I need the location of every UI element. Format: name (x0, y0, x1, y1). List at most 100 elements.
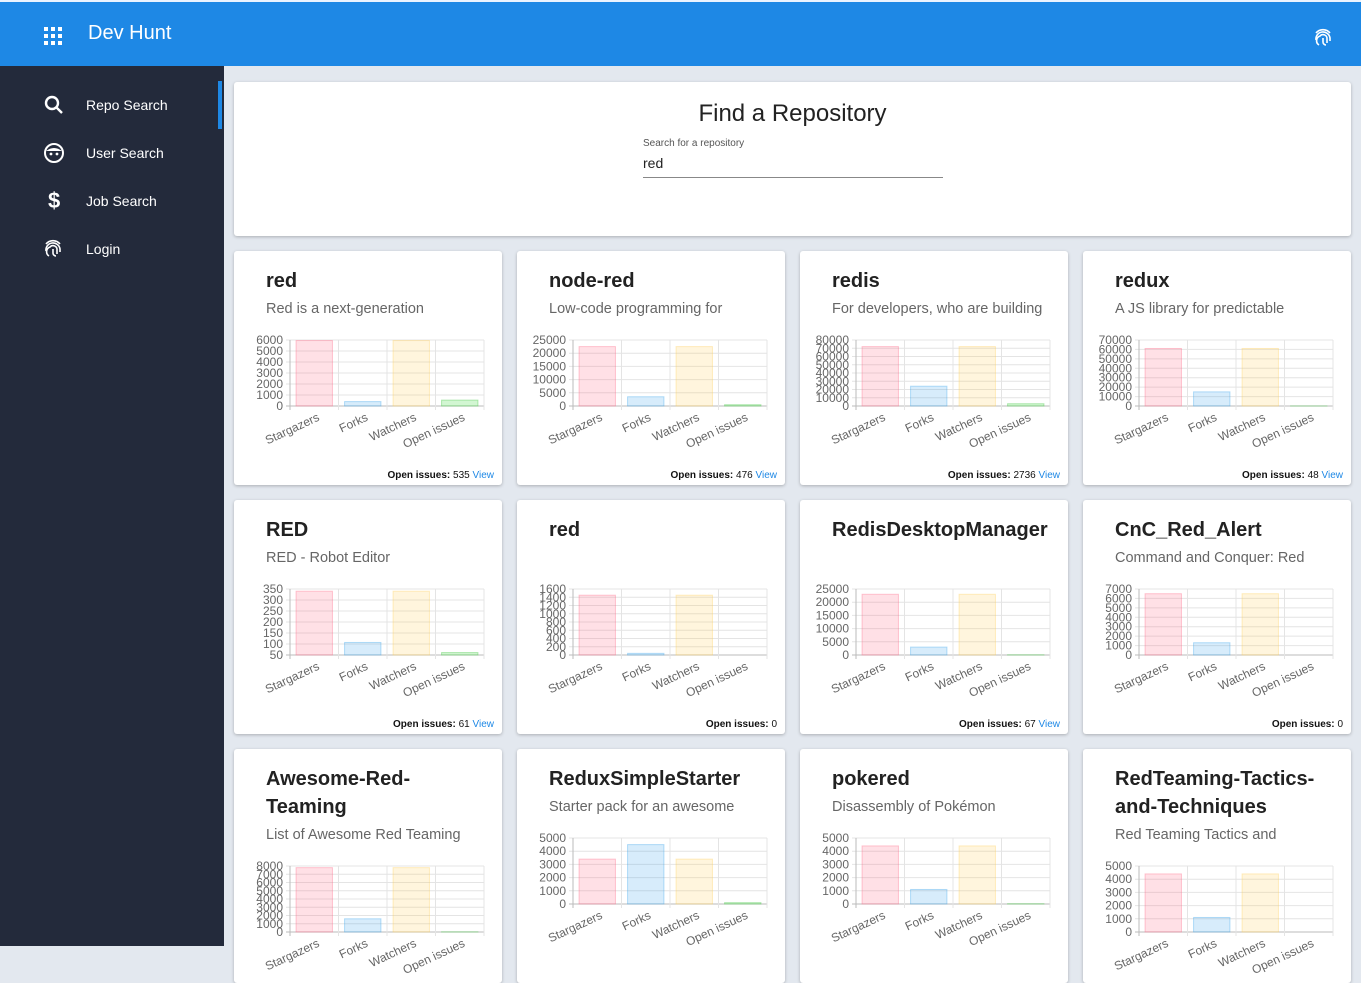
y-tick-label: 70000 (1099, 333, 1133, 347)
y-tick-label: 6000 (256, 333, 283, 347)
y-tick-label: 20000 (816, 595, 850, 609)
repo-description: For developers, who are building (800, 295, 1068, 319)
open-issues: Open issues: 2736 View (948, 470, 1060, 481)
view-link[interactable]: View (473, 470, 495, 481)
bar (628, 397, 664, 406)
open-issues-count: 67 (1025, 719, 1036, 730)
repo-chart: 0100002000030000400005000060000700008000… (800, 329, 1068, 449)
x-tick-label: Forks (903, 410, 936, 435)
x-tick-label: Stargazers (1112, 659, 1171, 696)
y-tick-label: 5000 (822, 831, 849, 845)
repo-chart: 010002000300040005000600070008000Stargaz… (234, 855, 502, 975)
bar (393, 868, 429, 932)
bar (676, 347, 712, 406)
y-tick-label: 2000 (1105, 899, 1132, 913)
y-tick-label: 8000 (256, 859, 283, 873)
bar (1145, 874, 1181, 932)
repo-title: RedTeaming-Tactics-and-Techniques (1083, 749, 1351, 821)
bar (911, 889, 947, 904)
view-link[interactable]: View (1322, 470, 1344, 481)
nav-item[interactable]: User Search (0, 129, 224, 177)
bar (911, 386, 947, 406)
x-tick-label: Forks (903, 659, 936, 684)
repo-description: Red Teaming Tactics and (1083, 821, 1351, 845)
y-tick-label: 0 (559, 399, 566, 413)
input-label: Search for a repository (643, 138, 744, 149)
y-tick-label: 15000 (533, 359, 567, 373)
bar (725, 405, 761, 406)
bar (393, 591, 429, 655)
bar (676, 859, 712, 904)
view-link[interactable]: View (1039, 719, 1061, 730)
y-tick-label: 3000 (822, 857, 849, 871)
y-tick-label: 7000 (1105, 582, 1132, 596)
open-issues-label: Open issues: (1272, 719, 1335, 730)
open-issues-label: Open issues: (670, 470, 733, 481)
view-link[interactable]: View (1039, 470, 1061, 481)
x-tick-label: Forks (1186, 410, 1219, 435)
face-icon (42, 141, 66, 165)
y-tick-label: 2000 (539, 871, 566, 885)
x-tick-label: Forks (1186, 936, 1219, 961)
open-issues: Open issues: 0 (706, 719, 777, 730)
open-issues-count: 0 (771, 719, 777, 730)
repo-title: node-red (517, 251, 785, 295)
search-input[interactable]: red (643, 155, 943, 178)
repo-description (800, 544, 1068, 568)
y-tick-label: 5000 (539, 831, 566, 845)
bar (442, 653, 478, 655)
bar (442, 400, 478, 406)
open-issues-label: Open issues: (1242, 470, 1305, 481)
repo-title: red (517, 500, 785, 544)
x-tick-label: Stargazers (546, 659, 605, 696)
nav-item[interactable]: Login (0, 225, 224, 273)
repo-title: RedisDesktopManager (800, 500, 1068, 544)
content: Find a Repository Search for a repositor… (234, 82, 1351, 983)
y-tick-label: 5000 (1105, 859, 1132, 873)
x-tick-label: Stargazers (1112, 936, 1171, 973)
nav-item[interactable]: $ Job Search (0, 177, 224, 225)
open-issues-count: 535 (453, 470, 470, 481)
bar (1242, 594, 1278, 655)
search-icon (42, 93, 66, 117)
repo-description: Starter pack for an awesome (517, 793, 785, 817)
apps-icon[interactable] (44, 27, 62, 45)
x-tick-label: Forks (337, 936, 370, 961)
nav-item[interactable]: Repo Search (0, 81, 224, 129)
search-panel: Find a Repository Search for a repositor… (234, 82, 1351, 236)
bar (1194, 917, 1230, 932)
fingerprint-icon[interactable] (1312, 26, 1334, 48)
y-tick-label: 0 (1125, 925, 1132, 939)
y-tick-label: 10000 (533, 373, 567, 387)
repo-title: red (234, 251, 502, 295)
svg-text:$: $ (48, 189, 60, 213)
bar (1145, 594, 1181, 655)
repo-title: ReduxSimpleStarter (517, 749, 785, 793)
x-tick-label: Stargazers (263, 659, 322, 696)
x-tick-label: Forks (620, 659, 653, 684)
view-link[interactable]: View (473, 719, 495, 730)
bar (1194, 392, 1230, 406)
open-issues-label: Open issues: (948, 470, 1011, 481)
bar (959, 347, 995, 406)
y-tick-label: 2000 (822, 871, 849, 885)
open-issues-label: Open issues: (387, 470, 450, 481)
open-issues-label: Open issues: (706, 719, 769, 730)
view-link[interactable]: View (756, 470, 778, 481)
nav-label: Repo Search (86, 97, 168, 113)
open-issues-count: 48 (1308, 470, 1319, 481)
x-tick-label: Forks (337, 410, 370, 435)
y-tick-label: 3000 (539, 857, 566, 871)
sidebar: Repo Search User Search $ Job Search Log… (0, 66, 224, 946)
